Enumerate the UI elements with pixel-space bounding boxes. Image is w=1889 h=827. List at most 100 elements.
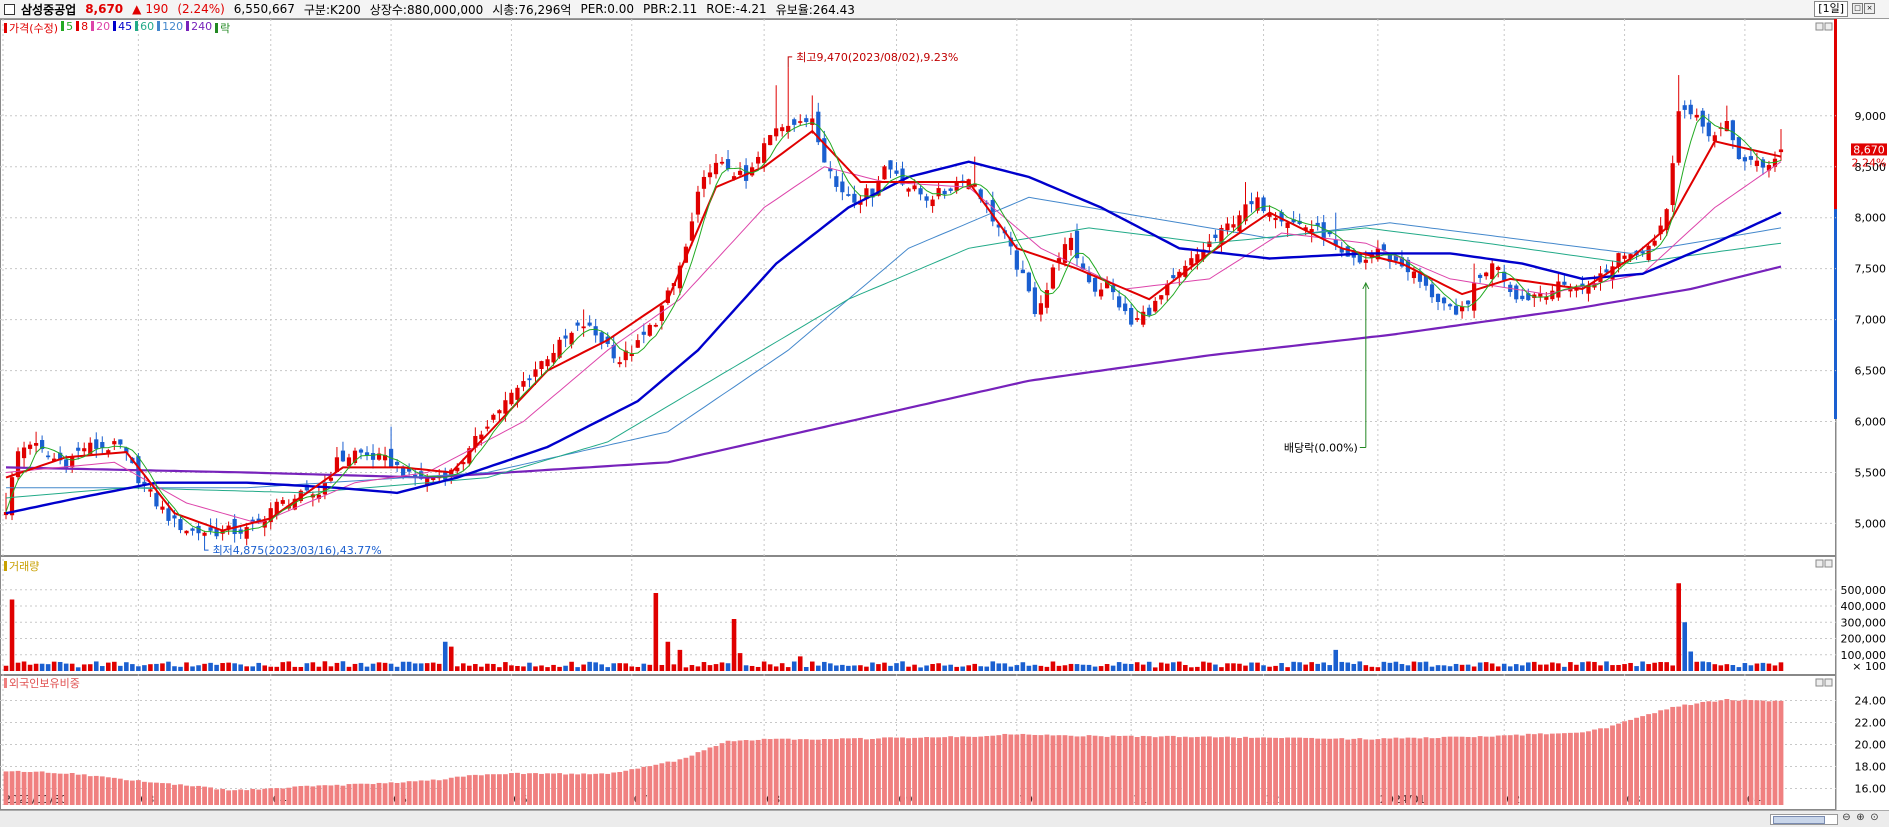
candle-body xyxy=(1147,307,1152,316)
foreign-bar xyxy=(635,768,641,805)
candle-body xyxy=(160,506,165,510)
volume-bar xyxy=(1423,661,1429,671)
candle-body xyxy=(364,452,370,456)
foreign-bar xyxy=(99,776,105,805)
legend-swatch xyxy=(76,21,80,31)
price-tick-label: 6,000 xyxy=(1855,416,1887,429)
current-price-label: 8,670 xyxy=(1853,143,1885,156)
foreign-bar xyxy=(1279,738,1284,805)
foreign-bar xyxy=(677,759,683,805)
candle-body xyxy=(1393,255,1399,261)
foreign-bar xyxy=(1598,728,1603,805)
volume-bar xyxy=(1357,661,1363,671)
legend-item[interactable]: 가격(수정) xyxy=(4,20,58,36)
foreign-bar xyxy=(460,776,466,805)
volume-bar xyxy=(382,662,388,671)
candle-body xyxy=(1604,269,1609,273)
candle-body xyxy=(256,518,261,522)
foreign-bar xyxy=(569,773,575,805)
volume-bar xyxy=(346,666,352,671)
volume-bar xyxy=(1513,664,1519,671)
volume-bar xyxy=(1104,664,1110,671)
foreign-bar xyxy=(845,738,851,805)
candle-body xyxy=(21,447,27,459)
foreign-bar xyxy=(57,773,63,805)
candle-body xyxy=(1724,121,1729,132)
checkbox-icon[interactable] xyxy=(4,3,15,15)
volume-bar xyxy=(1279,663,1284,671)
legend-item[interactable]: 60 xyxy=(135,20,154,36)
candle-body xyxy=(148,489,153,492)
candle-body xyxy=(1556,281,1561,298)
foreign-bar xyxy=(882,737,887,805)
foreign-bar xyxy=(250,788,256,805)
candle-body xyxy=(1074,230,1080,259)
legend-item[interactable]: 락 xyxy=(215,20,230,36)
candle-body xyxy=(370,453,376,460)
volume-bar xyxy=(1465,664,1471,671)
foreign-bar xyxy=(1044,734,1050,805)
foreign-bar xyxy=(1225,736,1230,805)
market-cap: 시총:76,296억 xyxy=(492,2,572,17)
close-icon[interactable]: × xyxy=(1864,3,1875,14)
volume-panel-label: 거래량 xyxy=(4,558,39,574)
foreign-bar xyxy=(1640,716,1646,805)
volume-bar xyxy=(1417,662,1423,671)
legend-swatch xyxy=(61,21,65,31)
maximize-icon[interactable]: □ xyxy=(1852,3,1863,14)
legend-swatch xyxy=(186,21,190,31)
volume-bar xyxy=(1495,666,1501,671)
volume-bar xyxy=(1152,667,1158,671)
volume-bar xyxy=(238,664,243,671)
foreign-bar xyxy=(1393,737,1399,805)
foreign-bar xyxy=(1038,735,1044,805)
zoom-out-icon[interactable]: ⊖ xyxy=(1842,812,1851,823)
volume-bar xyxy=(448,646,454,671)
stock-chart[interactable]: 9,000 8,500 8,000 7,500 7,000 6,500 6,000 5,500… xyxy=(0,19,1889,810)
pbr-value: PBR:2.11 xyxy=(643,2,698,16)
chart-scrollbar[interactable]: ⊖ ⊕ ⊙ xyxy=(0,810,1889,827)
legend-item[interactable]: 45 xyxy=(113,20,132,36)
candle-body xyxy=(786,125,791,133)
price-tick-label: 8,500 xyxy=(1855,161,1887,174)
volume-bar xyxy=(1706,662,1712,671)
scroll-track[interactable] xyxy=(1770,814,1838,825)
price-tick-label: 7,000 xyxy=(1855,314,1887,327)
period-button[interactable]: [1일] xyxy=(1814,1,1848,17)
foreign-bar xyxy=(1766,701,1772,805)
candle-body xyxy=(659,305,664,321)
legend-item[interactable]: 8 xyxy=(76,20,88,36)
volume-bar xyxy=(87,664,93,671)
legend-item[interactable]: 240 xyxy=(186,20,212,36)
volume-bar xyxy=(1249,662,1254,671)
volume-bar xyxy=(202,663,207,671)
volume-tick-label: 500,000 xyxy=(1841,584,1887,597)
volume-bar xyxy=(894,663,899,671)
volume-bar xyxy=(1038,665,1044,671)
volume-bar xyxy=(1002,663,1008,671)
foreign-bar xyxy=(1724,698,1730,805)
volume-bar xyxy=(659,664,665,671)
foreign-bar xyxy=(623,770,629,805)
foreign-bar xyxy=(1381,738,1387,805)
foreign-bar xyxy=(1670,706,1676,805)
candle-body xyxy=(1526,293,1531,301)
zoom-in-icon[interactable]: ⊕ xyxy=(1856,812,1865,823)
volume-bar xyxy=(1170,662,1176,671)
legend-item[interactable]: 20 xyxy=(91,20,110,36)
candle-body xyxy=(70,456,75,468)
foreign-bar xyxy=(1285,737,1291,805)
legend-item[interactable]: 5 xyxy=(61,20,73,36)
candle-body xyxy=(1490,263,1495,280)
volume-bar xyxy=(1471,666,1477,671)
scroll-thumb[interactable] xyxy=(1773,816,1825,824)
volume-bar xyxy=(21,661,27,671)
volume-bar xyxy=(533,666,538,671)
candle-body xyxy=(828,168,833,172)
legend-item[interactable]: 120 xyxy=(157,20,183,36)
foreign-bar xyxy=(81,774,87,805)
candle-body xyxy=(1381,244,1386,251)
candle-body xyxy=(1730,120,1735,141)
volume-bar xyxy=(791,661,797,671)
zoom-reset-icon[interactable]: ⊙ xyxy=(1870,812,1879,823)
